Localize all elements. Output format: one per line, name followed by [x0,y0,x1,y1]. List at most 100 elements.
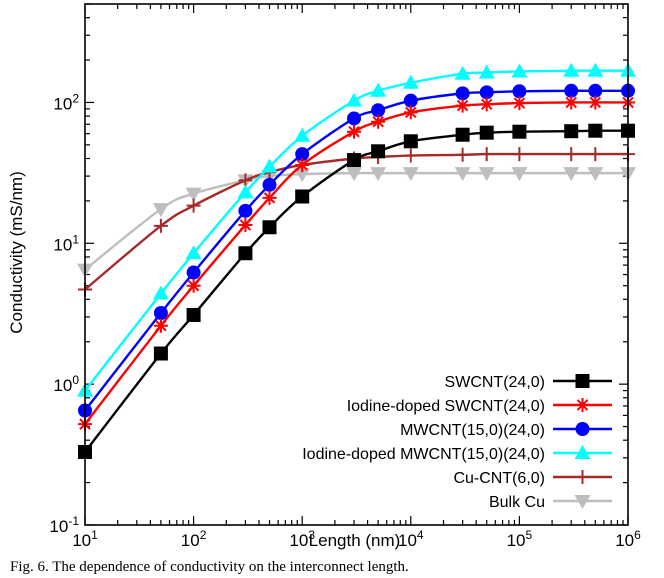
data-point [455,127,470,142]
data-point [153,305,168,320]
data-point [478,64,495,79]
data-point [186,198,201,213]
data-point [588,95,603,110]
data-point [564,83,579,98]
data-point [370,82,387,97]
data-point [262,177,277,192]
data-point [186,278,201,293]
data-point [346,92,363,107]
y-tick-label: 101 [53,232,79,254]
x-tick-label: 101 [72,528,98,550]
legend-marker [575,422,590,436]
data-point [588,83,603,98]
series-0 [78,123,635,459]
data-point [185,187,202,202]
data-point [238,217,253,232]
data-point [371,144,386,159]
data-point [347,153,362,168]
conductivity-chart: SWCNT(24,0) Iodine-doped SWCNT(24,0) MWCNT… [7,3,641,550]
data-point [347,124,362,139]
data-point [479,125,494,140]
data-point [564,124,579,139]
x-tick-label: 106 [615,528,641,550]
data-point [563,62,580,77]
legend-entry: MWCNT(15,0)(24,0) [400,422,612,439]
data-point [294,127,311,142]
data-point [402,167,419,182]
legend-marker [575,398,590,412]
data-point [238,203,253,218]
legend-marker [575,470,590,484]
data-point [295,189,310,204]
series-line [84,101,628,425]
data-point [479,97,494,112]
y-tick-label: 100 [53,373,79,395]
legend-marker [575,374,590,388]
data-point [512,84,527,99]
data-point [455,147,470,162]
legend-label: Iodine-doped MWCNT(15,0)(24,0) [302,446,545,463]
legend-label: MWCNT(15,0)(24,0) [400,422,545,439]
data-point [512,124,527,139]
legend-marker [574,445,591,459]
data-point [295,157,310,172]
plot-frame [84,3,629,526]
series-3 [77,62,636,397]
data-series [77,62,636,459]
data-point [186,307,201,322]
x-tick-label: 102 [181,528,207,550]
data-point [261,158,278,173]
data-point [588,147,603,162]
series-1 [78,95,635,432]
data-point [478,167,495,182]
tick-marks [84,3,629,526]
x-axis-title: Length (nm) [309,531,401,550]
x-tick-label: 105 [507,528,533,550]
data-point [370,167,387,182]
data-point [403,134,418,149]
y-tick-label: 10-1 [49,514,79,536]
data-point [455,98,470,113]
data-point [564,95,579,110]
data-point [512,96,527,111]
y-axis-title: Conductivity (mS/nm) [7,171,26,333]
data-point [454,167,471,182]
data-point [294,168,311,183]
legend-entry: Bulk Cu [489,494,612,511]
data-point [347,111,362,126]
data-point [152,285,169,300]
data-point [403,105,418,120]
data-point [153,318,168,333]
data-point [237,184,254,199]
legend-label: Cu-CNT(6,0) [453,470,545,487]
data-point [153,218,168,233]
data-point [511,63,528,78]
legend-label: Iodine-doped SWCNT(24,0) [347,398,545,415]
data-point [371,103,386,118]
data-point [479,147,494,162]
data-point [588,123,603,138]
data-point [152,203,169,218]
data-point [186,265,201,280]
figure-caption: Fig. 6. The dependence of conductivity o… [10,559,409,575]
data-point [403,93,418,108]
data-point [511,167,528,182]
legend: SWCNT(24,0) Iodine-doped SWCNT(24,0) MWCNT… [302,374,612,511]
data-point [479,85,494,100]
legend-entry: Cu-CNT(6,0) [453,470,612,487]
data-point [512,147,527,162]
y-tick-label: 102 [53,91,79,113]
series-2 [78,83,635,418]
legend-label: Bulk Cu [489,494,545,511]
data-point [455,86,470,101]
data-point [564,147,579,162]
legend-label: SWCNT(24,0) [445,374,545,391]
data-point [371,114,386,129]
data-point [238,246,253,261]
tick-labels: 101 102 103 104 105 106 10-1 100 101 102 [49,91,641,550]
data-point [262,190,277,205]
x-tick-label: 104 [398,528,424,550]
data-point [185,245,202,260]
series-line [84,89,628,412]
data-point [153,346,168,361]
